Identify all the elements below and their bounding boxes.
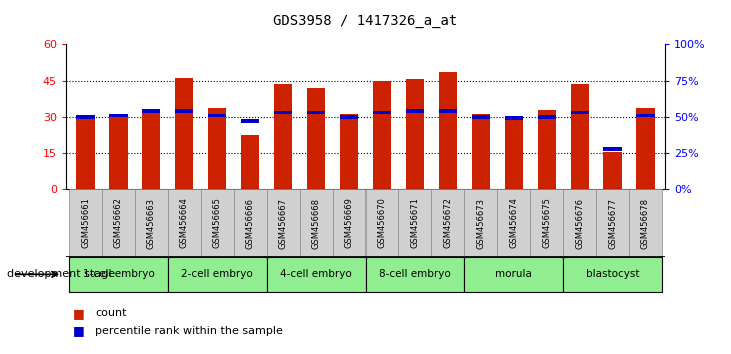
Bar: [373, 111, 391, 114]
Bar: [208, 114, 227, 117]
Bar: [464, 257, 563, 292]
Text: GSM456662: GSM456662: [114, 198, 123, 249]
Bar: [241, 119, 260, 123]
Text: GSM456676: GSM456676: [575, 198, 584, 249]
Bar: [366, 189, 398, 257]
Text: ■: ■: [73, 307, 85, 320]
Bar: [175, 109, 194, 113]
Bar: [168, 189, 201, 257]
Bar: [143, 111, 161, 189]
Text: GSM456665: GSM456665: [213, 198, 221, 249]
Bar: [110, 116, 127, 189]
Text: GSM456664: GSM456664: [180, 198, 189, 249]
Bar: [175, 78, 194, 189]
Bar: [274, 84, 292, 189]
Text: GDS3958 / 1417326_a_at: GDS3958 / 1417326_a_at: [273, 14, 458, 28]
Bar: [102, 189, 135, 257]
Text: GSM456671: GSM456671: [410, 198, 420, 249]
Text: GSM456675: GSM456675: [542, 198, 551, 249]
Bar: [431, 189, 464, 257]
Bar: [604, 147, 621, 150]
Bar: [637, 108, 654, 189]
Bar: [69, 189, 102, 257]
Bar: [307, 111, 325, 114]
Bar: [201, 189, 234, 257]
Text: GSM456677: GSM456677: [608, 198, 617, 249]
Bar: [570, 111, 588, 114]
Bar: [406, 109, 424, 113]
Bar: [637, 114, 654, 117]
Bar: [241, 135, 260, 189]
Text: GSM456673: GSM456673: [477, 198, 485, 249]
Text: 8-cell embryo: 8-cell embryo: [379, 269, 451, 279]
Bar: [563, 189, 596, 257]
Text: morula: morula: [496, 269, 532, 279]
Text: GSM456678: GSM456678: [641, 198, 650, 249]
Bar: [596, 189, 629, 257]
Text: GSM456669: GSM456669: [344, 198, 354, 249]
Bar: [168, 257, 267, 292]
Bar: [471, 114, 490, 189]
Bar: [135, 189, 168, 257]
Bar: [406, 79, 424, 189]
Text: GSM456668: GSM456668: [311, 198, 321, 249]
Bar: [471, 115, 490, 119]
Text: 1-cell embryo: 1-cell embryo: [83, 269, 154, 279]
Bar: [629, 189, 662, 257]
Bar: [439, 72, 457, 189]
Bar: [439, 109, 457, 113]
Bar: [274, 111, 292, 114]
Bar: [570, 84, 588, 189]
Bar: [300, 189, 333, 257]
Bar: [69, 257, 168, 292]
Bar: [464, 189, 497, 257]
Bar: [563, 257, 662, 292]
Bar: [77, 118, 94, 189]
Bar: [234, 189, 267, 257]
Text: GSM456661: GSM456661: [81, 198, 90, 249]
Bar: [497, 189, 530, 257]
Bar: [110, 114, 127, 117]
Bar: [340, 115, 358, 119]
Text: development stage: development stage: [7, 269, 115, 279]
Text: GSM456666: GSM456666: [246, 198, 254, 249]
Text: GSM456672: GSM456672: [443, 198, 452, 249]
Text: count: count: [95, 308, 126, 318]
Bar: [604, 152, 621, 189]
Bar: [537, 110, 556, 189]
Bar: [307, 88, 325, 189]
Bar: [340, 114, 358, 189]
Text: GSM456667: GSM456667: [279, 198, 288, 249]
Bar: [143, 109, 161, 113]
Text: blastocyst: blastocyst: [586, 269, 640, 279]
Bar: [537, 115, 556, 119]
Text: percentile rank within the sample: percentile rank within the sample: [95, 326, 283, 336]
Text: 2-cell embryo: 2-cell embryo: [181, 269, 253, 279]
Text: GSM456670: GSM456670: [377, 198, 387, 249]
Bar: [504, 116, 523, 189]
Bar: [208, 108, 227, 189]
Bar: [504, 116, 523, 120]
Text: 4-cell embryo: 4-cell embryo: [280, 269, 352, 279]
Text: GSM456674: GSM456674: [510, 198, 518, 249]
Bar: [77, 115, 94, 119]
Bar: [267, 257, 366, 292]
Bar: [366, 257, 464, 292]
Bar: [267, 189, 300, 257]
Bar: [530, 189, 563, 257]
Bar: [373, 81, 391, 189]
Text: GSM456663: GSM456663: [147, 198, 156, 249]
Bar: [398, 189, 431, 257]
Bar: [333, 189, 366, 257]
Text: ■: ■: [73, 325, 85, 337]
